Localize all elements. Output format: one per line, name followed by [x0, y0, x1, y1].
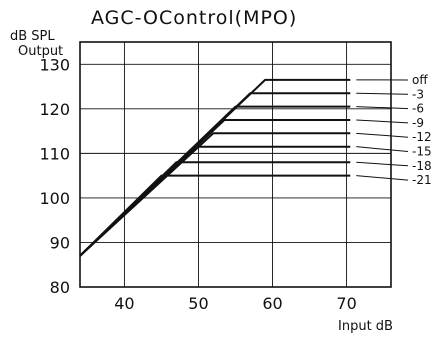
legend-leader-line — [356, 175, 409, 181]
legend-label: -12 — [412, 130, 432, 144]
legend-leader-line — [356, 106, 409, 110]
y-tick-label: 90 — [50, 233, 70, 252]
x-tick-label: 70 — [336, 294, 356, 313]
legend-leader-line — [356, 161, 409, 167]
legend-label: -18 — [412, 159, 432, 173]
series-line — [79, 174, 351, 257]
series-line — [79, 119, 351, 257]
legend: off-3-6-9-12-15-18-21 — [412, 73, 432, 187]
legend-leader-line — [356, 92, 409, 95]
x-tick-label: 40 — [114, 294, 134, 313]
grid — [80, 42, 391, 287]
y-tick-label: 100 — [39, 189, 70, 208]
legend-leaders — [356, 79, 409, 181]
y-tick-label: 120 — [39, 100, 70, 119]
legend-leader-line — [356, 132, 409, 138]
legend-leader-line — [356, 119, 409, 124]
tick-labels: 40 50 60 70 80 90 100 110 120 130 — [39, 55, 356, 313]
x-tick-label: 60 — [262, 294, 282, 313]
chart-title: AGC-OControl(MPO) — [91, 7, 297, 29]
legend-leader-line — [356, 146, 409, 152]
y-tick-label: 80 — [50, 278, 70, 297]
legend-label: off — [412, 73, 428, 87]
legend-label: -3 — [412, 87, 424, 101]
y-tick-label: 110 — [39, 144, 70, 163]
legend-label: -15 — [412, 145, 432, 159]
legend-label: -6 — [412, 102, 424, 116]
legend-label: -21 — [412, 173, 432, 187]
y-tick-label: 130 — [39, 55, 70, 74]
series-line — [79, 145, 351, 257]
y-axis-label-output: Output — [18, 44, 63, 59]
series-lines — [79, 78, 351, 257]
y-axis-label-unit: dB SPL — [10, 29, 55, 44]
x-tick-label: 50 — [188, 294, 208, 313]
x-axis-label: Input dB — [338, 319, 393, 334]
legend-label: -9 — [412, 116, 424, 130]
series-line — [79, 92, 351, 257]
series-line — [79, 132, 351, 257]
plot-frame — [79, 41, 392, 288]
